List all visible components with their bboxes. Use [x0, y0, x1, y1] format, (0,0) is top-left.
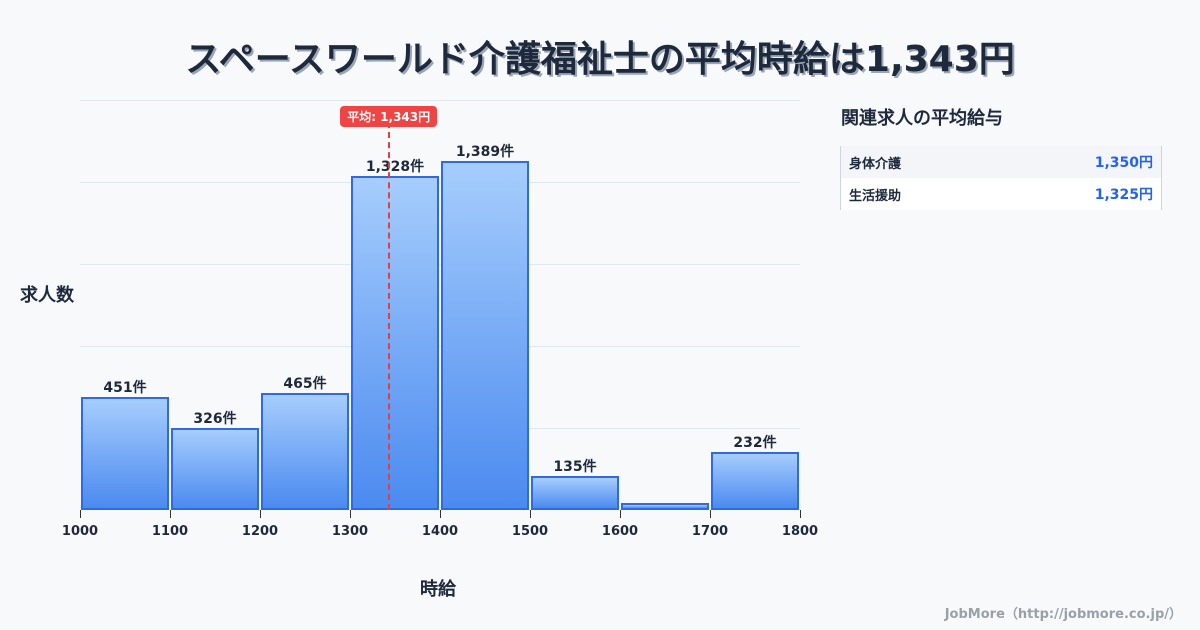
gridline — [80, 346, 800, 347]
x-tick — [800, 510, 801, 518]
x-tick-label: 1000 — [61, 524, 99, 539]
histogram-bar[interactable] — [711, 451, 799, 510]
x-tick — [440, 510, 441, 518]
x-tick-label: 1800 — [781, 524, 819, 539]
gridline — [80, 264, 800, 265]
related-salary-row: 生活援助 1,325円 — [841, 178, 1161, 210]
related-salary-value: 1,350円 — [1094, 155, 1153, 171]
bar-value-label: 135件 — [553, 459, 597, 476]
x-tick — [170, 510, 171, 518]
bar-value-label: 451件 — [103, 379, 147, 396]
x-tick — [350, 510, 351, 518]
x-tick-label: 1500 — [511, 524, 549, 539]
x-axis-label: 時給 — [420, 579, 456, 600]
gridline — [80, 182, 800, 183]
related-salary-row: 身体介護 1,350円 — [841, 146, 1161, 178]
related-salary-label: 生活援助 — [849, 188, 902, 204]
x-tick-label: 1600 — [601, 524, 639, 539]
histogram-bar[interactable] — [621, 502, 709, 510]
histogram-bar[interactable] — [81, 396, 169, 510]
bar-value-label: 465件 — [283, 376, 327, 393]
related-salary-title: 関連求人の平均給与 — [841, 108, 1003, 129]
mean-line — [387, 122, 390, 510]
y-axis-label: 求人数 — [20, 285, 74, 306]
gridline — [80, 100, 800, 101]
x-tick-label: 1400 — [421, 524, 459, 539]
histogram-bar[interactable] — [171, 428, 259, 510]
gridline — [80, 428, 800, 429]
bar-value-label: 232件 — [733, 434, 777, 451]
histogram-bar[interactable] — [351, 175, 439, 510]
bar-value-label: 1,389件 — [455, 143, 515, 160]
x-tick — [80, 510, 81, 518]
x-tick — [530, 510, 531, 518]
source-credit: JobMore（http://jobmore.co.jp/） — [944, 607, 1182, 622]
bar-value-label: 1,328件 — [365, 158, 425, 175]
x-tick-label: 1100 — [151, 524, 189, 539]
histogram-bar[interactable] — [441, 160, 529, 510]
x-tick — [260, 510, 261, 518]
x-tick — [710, 510, 711, 518]
chart-title: スペースワールド介護福祉士の平均時給は1,343円 — [185, 39, 1015, 80]
x-tick-label: 1700 — [691, 524, 729, 539]
histogram-bar[interactable] — [531, 476, 619, 510]
histogram-bar[interactable] — [261, 393, 349, 510]
related-salary-label: 身体介護 — [849, 156, 902, 172]
related-salary-value: 1,325円 — [1094, 187, 1153, 203]
x-tick-label: 1200 — [241, 524, 279, 539]
x-tick — [620, 510, 621, 518]
bar-value-label: 326件 — [193, 411, 237, 427]
related-salary-table: 身体介護 1,350円 生活援助 1,325円 — [840, 146, 1162, 210]
histogram-plot: 451件 326件 465件 1,328件 1,389件 135件 232件 1000 1100… — [62, 100, 818, 539]
mean-badge: 平均: 1,343円 — [340, 106, 438, 127]
x-tick-label: 1300 — [331, 524, 369, 539]
